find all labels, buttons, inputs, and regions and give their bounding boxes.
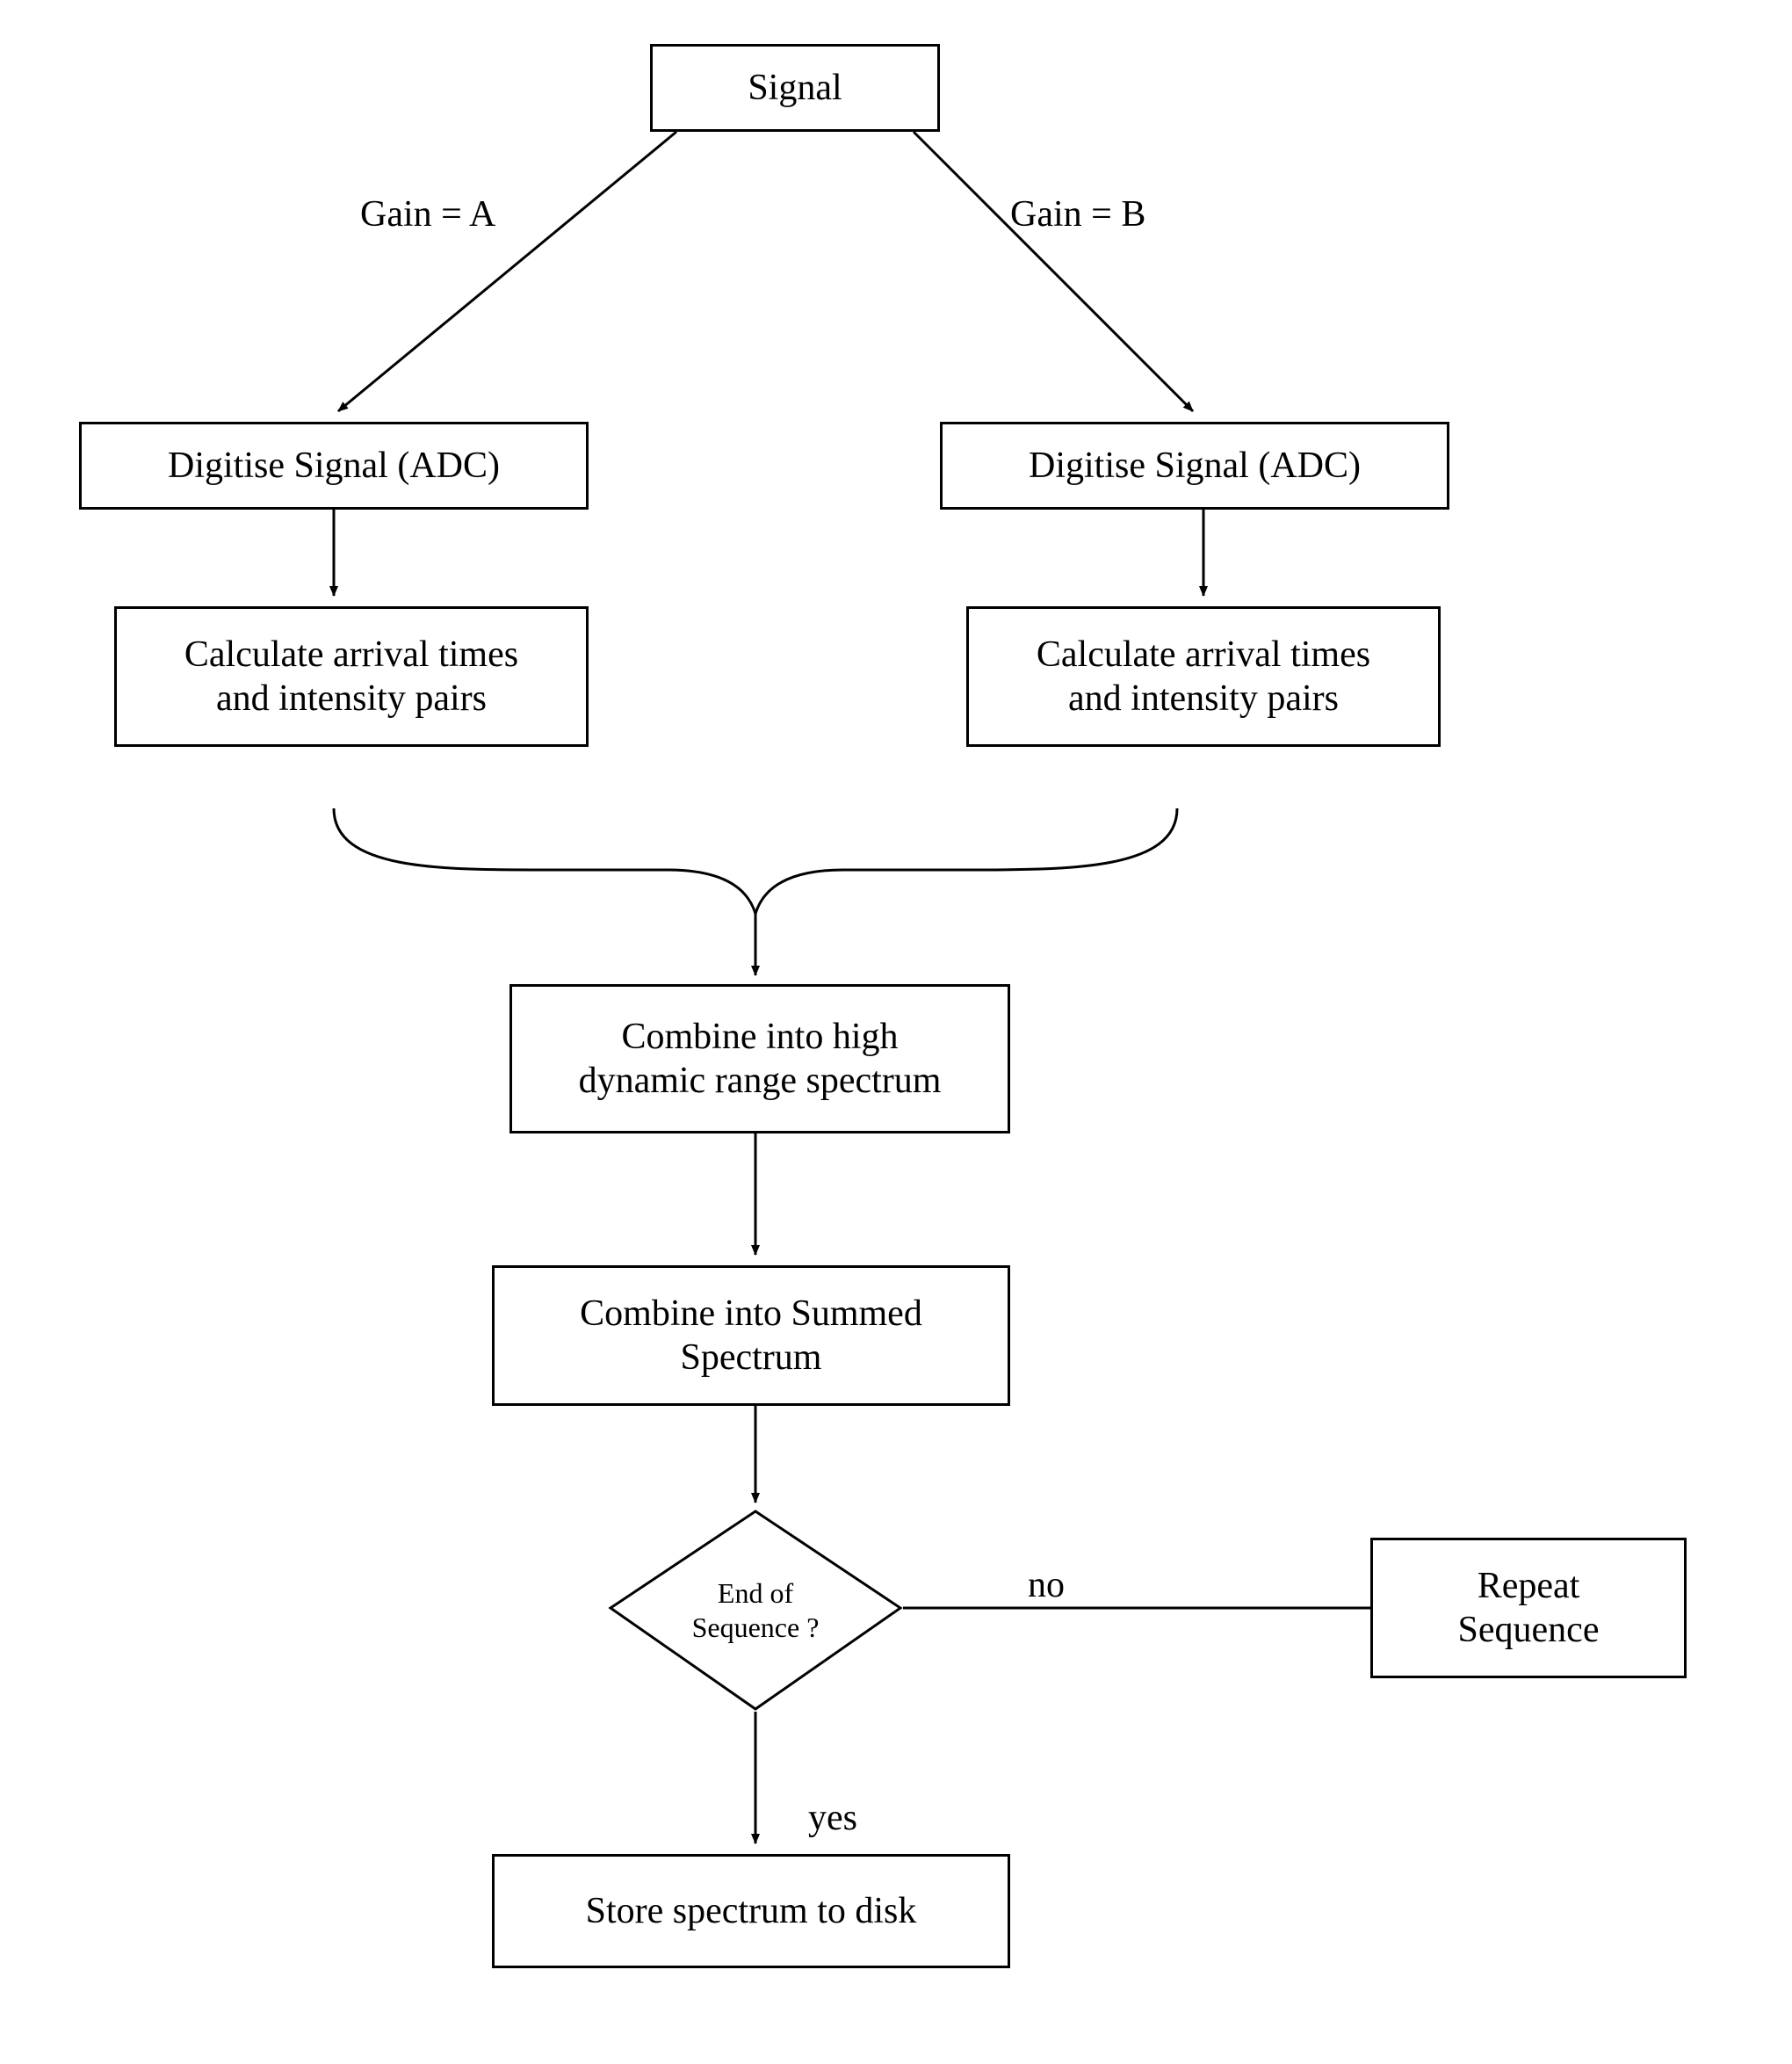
node-combineHDR: Combine into high dynamic range spectrum (509, 984, 1010, 1133)
edge-label-gainA: Gain = A (360, 193, 495, 235)
node-digitiseB-label: Digitise Signal (ADC) (1029, 445, 1361, 487)
node-calcA: Calculate arrival times and intensity pa… (114, 606, 589, 747)
edge-label-gainB: Gain = B (1010, 193, 1145, 235)
edge-signal-digitiseB (914, 132, 1193, 411)
node-repeat-label: Repeat Sequence (1458, 1564, 1600, 1653)
node-digitiseB: Digitise Signal (ADC) (940, 422, 1449, 510)
node-decision-label: End of Sequence ? (692, 1576, 820, 1644)
node-calcA-label: Calculate arrival times and intensity pa… (184, 633, 518, 721)
node-store: Store spectrum to disk (492, 1854, 1010, 1968)
node-calcB: Calculate arrival times and intensity pa… (966, 606, 1441, 747)
node-decision: End of Sequence ? (611, 1511, 900, 1709)
node-digitiseA: Digitise Signal (ADC) (79, 422, 589, 510)
node-combineSummed: Combine into Summed Spectrum (492, 1265, 1010, 1406)
node-calcB-label: Calculate arrival times and intensity pa… (1037, 633, 1370, 721)
node-store-label: Store spectrum to disk (586, 1890, 917, 1932)
node-combineHDR-label: Combine into high dynamic range spectrum (579, 1015, 942, 1104)
node-digitiseA-label: Digitise Signal (ADC) (168, 445, 500, 487)
edge-label-no: no (1028, 1564, 1065, 1606)
node-repeat: Repeat Sequence (1370, 1538, 1687, 1678)
edge-signal-digitiseA (338, 132, 676, 411)
node-combineSummed-label: Combine into Summed Spectrum (580, 1292, 922, 1380)
node-signal-label: Signal (748, 67, 842, 109)
node-signal: Signal (650, 44, 940, 132)
edge-label-yes: yes (808, 1797, 857, 1839)
merge-brace (334, 808, 1177, 914)
